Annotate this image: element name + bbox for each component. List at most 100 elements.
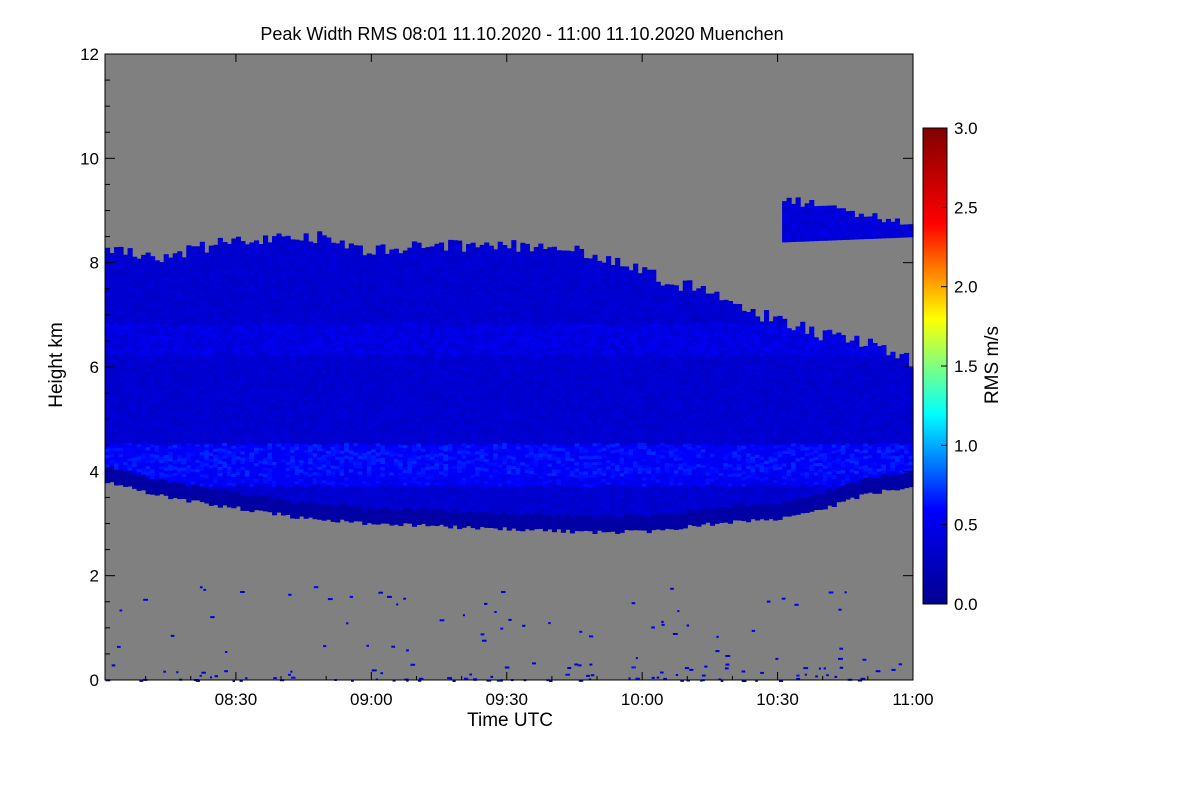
heatmap-cell — [263, 410, 269, 415]
heatmap-cell — [281, 433, 287, 438]
heatmap-cell — [217, 237, 223, 242]
heatmap-cell — [208, 358, 214, 362]
heatmap-cell — [105, 266, 111, 271]
heatmap-cell — [276, 474, 282, 479]
heatmap-cell — [263, 379, 269, 384]
heatmap-cell — [290, 477, 296, 481]
heatmap-cell — [114, 328, 120, 333]
heatmap-cell — [114, 459, 120, 464]
heatmap-cell — [132, 322, 138, 327]
heatmap-cell — [105, 326, 111, 330]
heatmap-cell — [326, 256, 332, 260]
heatmap-cell — [109, 378, 115, 382]
heatmap-cell — [344, 411, 350, 415]
heatmap-cell — [366, 384, 372, 389]
heatmap-cell — [362, 305, 368, 309]
heatmap-cell — [190, 330, 196, 335]
heatmap-cell — [353, 408, 359, 412]
heatmap-cell — [141, 311, 147, 315]
heatmap-cell — [172, 428, 178, 433]
heatmap-cell — [105, 341, 111, 346]
heatmap-cell — [172, 334, 178, 339]
heatmap-cell — [226, 438, 232, 442]
heatmap-cell — [150, 365, 156, 370]
heatmap-cell — [317, 350, 323, 354]
heatmap-cell — [109, 281, 115, 285]
heatmap-cell — [159, 284, 165, 288]
heatmap-cell — [123, 267, 129, 271]
heatmap-cell — [123, 451, 129, 456]
heatmap-cell — [118, 481, 124, 486]
heatmap-cell — [326, 287, 332, 292]
heatmap-cell — [127, 401, 133, 406]
heatmap-cell — [190, 340, 196, 344]
heatmap-cell — [263, 326, 269, 330]
heatmap-cell — [235, 415, 241, 419]
heatmap-cell — [127, 370, 133, 374]
heatmap-cell — [118, 309, 124, 314]
heatmap-cell — [204, 274, 210, 279]
heatmap-cell — [123, 329, 129, 334]
heatmap-cell — [348, 296, 354, 301]
heatmap-cell — [114, 350, 120, 355]
heatmap-cell — [186, 317, 192, 321]
heatmap-cell — [317, 456, 323, 461]
heatmap-cell — [321, 432, 327, 437]
heatmap-cell — [114, 322, 120, 326]
heatmap-cell — [118, 440, 124, 445]
heatmap-cell — [114, 406, 120, 411]
heatmap-cell — [330, 446, 336, 450]
heatmap-cell — [204, 293, 210, 297]
heatmap-cell — [362, 283, 368, 288]
heatmap-cell — [244, 250, 250, 255]
heatmap-cell — [105, 413, 111, 418]
heatmap-cell — [213, 476, 219, 481]
heatmap-cell — [186, 401, 192, 406]
heatmap-cell — [235, 405, 241, 410]
heatmap-cell — [163, 291, 169, 296]
heatmap-cell — [114, 384, 120, 389]
heatmap-cell — [276, 233, 282, 238]
heatmap-cell — [272, 355, 278, 359]
heatmap-cell — [371, 386, 377, 390]
heatmap-cell — [276, 327, 282, 332]
heatmap-cell — [321, 401, 327, 405]
heatmap-cell — [244, 501, 250, 505]
heatmap-cell — [109, 290, 115, 295]
heatmap-cell — [141, 320, 147, 325]
heatmap-cell — [136, 274, 142, 279]
heatmap-cell — [281, 402, 287, 406]
heatmap-cell — [348, 337, 354, 342]
heatmap-cell — [222, 304, 228, 309]
heatmap-cell — [362, 502, 368, 507]
heatmap-cell — [190, 412, 196, 416]
heatmap-cell — [145, 368, 151, 373]
heatmap-cell — [195, 478, 201, 482]
heatmap-cell — [118, 447, 124, 451]
heatmap-cell — [132, 272, 138, 277]
heatmap-cell — [312, 515, 318, 520]
heatmap-cell — [357, 505, 363, 509]
heatmap-cell — [357, 420, 363, 425]
heatmap-cell — [272, 492, 278, 497]
heatmap-cell — [145, 318, 151, 323]
heatmap-cell — [114, 403, 120, 408]
heatmap-cell — [195, 352, 201, 357]
heatmap-cell — [123, 417, 129, 422]
heatmap-cell — [172, 303, 178, 308]
heatmap-cell — [172, 356, 178, 361]
heatmap-cell — [154, 338, 160, 343]
heatmap-cell — [258, 397, 264, 402]
heatmap-cell — [312, 246, 318, 250]
heatmap-cell — [339, 390, 345, 395]
heatmap-cell — [326, 453, 332, 458]
heatmap-cell — [353, 333, 359, 337]
heatmap-cell — [290, 383, 296, 388]
heatmap-cell — [177, 395, 183, 399]
heatmap-cell — [299, 290, 305, 295]
heatmap-cell — [199, 251, 205, 255]
heatmap-cell — [317, 331, 323, 336]
heatmap-cell — [109, 356, 115, 361]
heatmap-cell — [226, 419, 232, 423]
heatmap-cell — [321, 369, 327, 374]
